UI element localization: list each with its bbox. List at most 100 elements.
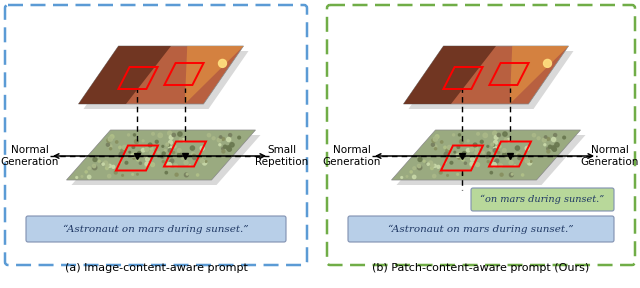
Circle shape bbox=[434, 145, 437, 148]
Circle shape bbox=[439, 171, 442, 174]
Circle shape bbox=[202, 161, 207, 165]
Circle shape bbox=[106, 164, 109, 167]
Circle shape bbox=[475, 147, 478, 150]
Circle shape bbox=[108, 164, 111, 167]
Circle shape bbox=[132, 174, 134, 175]
Circle shape bbox=[169, 136, 173, 139]
Circle shape bbox=[115, 171, 117, 174]
Circle shape bbox=[417, 164, 420, 168]
Text: “on mars during sunset.”: “on mars during sunset.” bbox=[481, 195, 605, 204]
Circle shape bbox=[431, 143, 435, 146]
Circle shape bbox=[456, 154, 460, 157]
Circle shape bbox=[140, 162, 141, 164]
Circle shape bbox=[167, 162, 172, 167]
Circle shape bbox=[470, 163, 474, 167]
Circle shape bbox=[168, 149, 172, 152]
Circle shape bbox=[413, 175, 416, 179]
Circle shape bbox=[191, 153, 195, 156]
Circle shape bbox=[406, 176, 408, 177]
Circle shape bbox=[146, 158, 149, 161]
Circle shape bbox=[547, 137, 550, 141]
Circle shape bbox=[487, 152, 490, 155]
Circle shape bbox=[207, 134, 211, 137]
Circle shape bbox=[120, 162, 121, 163]
Circle shape bbox=[454, 151, 456, 153]
Circle shape bbox=[429, 161, 433, 165]
Circle shape bbox=[469, 156, 471, 157]
Circle shape bbox=[435, 148, 436, 150]
Polygon shape bbox=[403, 46, 496, 104]
Circle shape bbox=[172, 133, 175, 137]
Circle shape bbox=[487, 161, 489, 163]
Circle shape bbox=[102, 163, 104, 165]
Circle shape bbox=[522, 174, 524, 176]
Circle shape bbox=[486, 155, 489, 158]
Circle shape bbox=[465, 162, 467, 164]
Circle shape bbox=[110, 135, 114, 139]
Circle shape bbox=[457, 174, 458, 175]
Circle shape bbox=[446, 149, 450, 152]
Circle shape bbox=[497, 133, 500, 137]
Circle shape bbox=[193, 156, 196, 160]
Polygon shape bbox=[163, 46, 243, 104]
Circle shape bbox=[515, 146, 520, 150]
Circle shape bbox=[492, 162, 497, 167]
Circle shape bbox=[182, 138, 186, 142]
Circle shape bbox=[502, 149, 506, 152]
Circle shape bbox=[162, 161, 164, 163]
Circle shape bbox=[494, 136, 498, 139]
Circle shape bbox=[537, 137, 540, 140]
Circle shape bbox=[186, 173, 188, 175]
Circle shape bbox=[205, 161, 207, 162]
Circle shape bbox=[458, 134, 461, 136]
Circle shape bbox=[431, 167, 433, 170]
Circle shape bbox=[93, 158, 97, 162]
Polygon shape bbox=[83, 51, 248, 109]
Circle shape bbox=[173, 145, 176, 148]
Circle shape bbox=[177, 149, 181, 152]
Circle shape bbox=[164, 149, 166, 151]
FancyBboxPatch shape bbox=[348, 216, 614, 242]
Circle shape bbox=[173, 151, 175, 154]
Circle shape bbox=[473, 143, 477, 147]
Circle shape bbox=[423, 160, 425, 162]
Circle shape bbox=[554, 134, 557, 137]
Circle shape bbox=[458, 157, 460, 159]
Polygon shape bbox=[397, 135, 586, 185]
Circle shape bbox=[467, 148, 470, 152]
Circle shape bbox=[168, 131, 172, 135]
Circle shape bbox=[544, 144, 546, 146]
Text: (b) Patch-content-aware prompt (Ours): (b) Patch-content-aware prompt (Ours) bbox=[372, 263, 589, 273]
Circle shape bbox=[467, 140, 469, 142]
Circle shape bbox=[518, 156, 521, 160]
Circle shape bbox=[490, 171, 493, 174]
FancyBboxPatch shape bbox=[327, 5, 635, 265]
Circle shape bbox=[170, 159, 174, 163]
Circle shape bbox=[493, 141, 497, 144]
Circle shape bbox=[555, 143, 559, 147]
Circle shape bbox=[148, 143, 152, 147]
Circle shape bbox=[137, 158, 139, 161]
Circle shape bbox=[166, 143, 169, 146]
Circle shape bbox=[472, 159, 474, 160]
Circle shape bbox=[563, 136, 566, 139]
Circle shape bbox=[101, 163, 103, 165]
Circle shape bbox=[437, 165, 440, 168]
Circle shape bbox=[219, 144, 221, 146]
Circle shape bbox=[548, 145, 552, 148]
Circle shape bbox=[200, 159, 204, 163]
Circle shape bbox=[490, 149, 492, 151]
Circle shape bbox=[527, 161, 532, 165]
Circle shape bbox=[85, 171, 87, 173]
Circle shape bbox=[433, 164, 436, 167]
Text: Normal
Generation: Normal Generation bbox=[1, 145, 59, 167]
Circle shape bbox=[182, 157, 184, 160]
Circle shape bbox=[92, 165, 97, 170]
FancyBboxPatch shape bbox=[5, 5, 307, 265]
Circle shape bbox=[221, 137, 225, 141]
Circle shape bbox=[222, 150, 225, 153]
Circle shape bbox=[168, 144, 170, 146]
Circle shape bbox=[507, 138, 511, 142]
Circle shape bbox=[470, 158, 474, 161]
Circle shape bbox=[106, 143, 109, 146]
